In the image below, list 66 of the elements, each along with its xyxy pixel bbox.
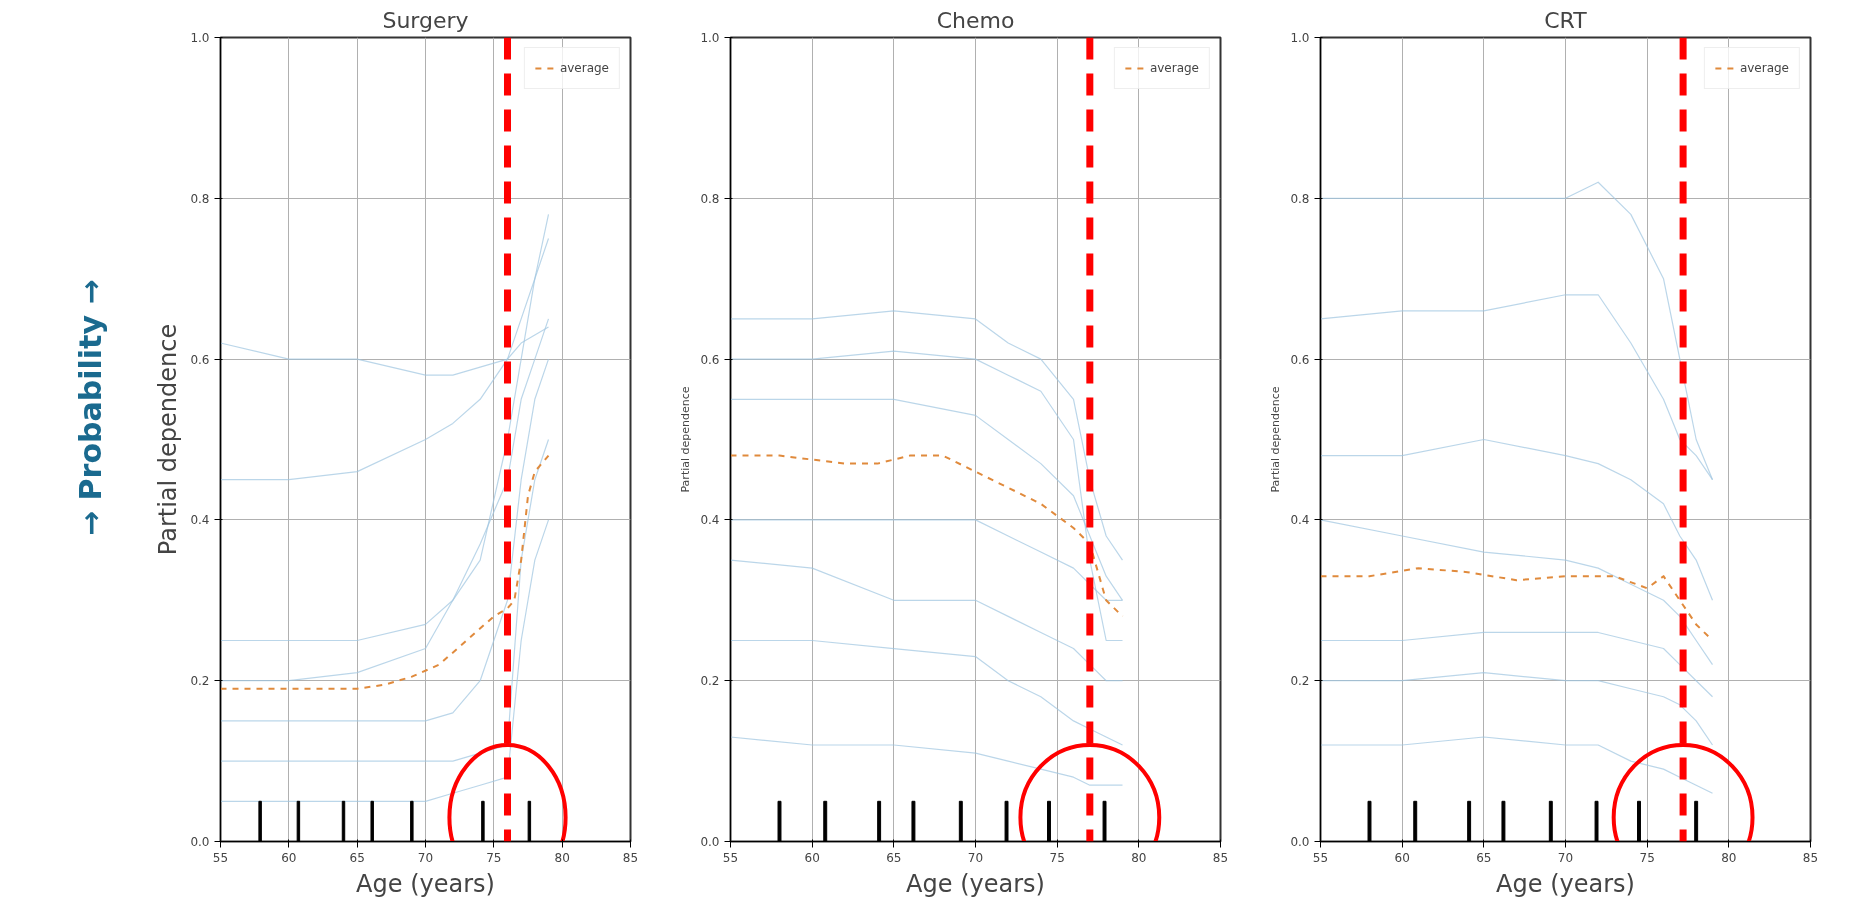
chart-title: CRT (1544, 7, 1588, 33)
y-axis-title: Partial dependence (679, 386, 693, 493)
y-tick-label: 1.0 (1290, 31, 1310, 45)
x-tick-label: 85 (622, 850, 639, 865)
y-tick-label: 1.0 (700, 31, 720, 45)
y-tick-label: 0.6 (190, 352, 210, 367)
line-series (730, 350, 1124, 642)
line-series (220, 519, 550, 802)
line-series (730, 310, 1124, 561)
chart-title: Surgery (382, 7, 469, 33)
x-tick-label: 75 (1639, 850, 1655, 865)
y-tick-label: 0.2 (1290, 674, 1310, 689)
x-tick-label: 55 (722, 850, 739, 865)
x-tick-label: 70 (417, 850, 434, 865)
x-tick-label: 65 (886, 850, 902, 865)
y-tick-label: 0.2 (190, 674, 210, 689)
line-series (1320, 631, 1714, 698)
line-series (730, 639, 1124, 746)
x-tick-label: 55 (1312, 850, 1329, 865)
y-tick-label: 0.8 (1290, 191, 1310, 206)
y-tick-label: 0.2 (700, 674, 720, 689)
x-tick-label: 70 (967, 850, 984, 865)
y-tick-label: 0.0 (700, 835, 720, 849)
line-series (220, 358, 550, 722)
line-series (1320, 438, 1714, 601)
y-tick-label: 0.8 (190, 191, 210, 206)
x-tick-label: 75 (1049, 850, 1065, 865)
x-tick-label: 85 (1212, 850, 1229, 865)
chart-title: Chemo (936, 7, 1015, 33)
y-tick-label: 0.6 (700, 352, 720, 367)
line-series (1320, 672, 1714, 746)
x-tick-label: 80 (1131, 850, 1147, 865)
line-series (730, 559, 1124, 682)
y-tick-label: 0.4 (190, 513, 210, 528)
line-series (220, 438, 550, 762)
x-axis-title: Age (years) (906, 869, 1045, 898)
line-series (220, 454, 550, 690)
y-axis-title: Partial dependence (1269, 386, 1283, 493)
x-axis-title: Age (years) (1496, 869, 1635, 898)
x-tick-label: 70 (1557, 850, 1574, 865)
legend-label: average (1739, 61, 1789, 75)
y-axis-title: Partial dependence (154, 323, 183, 556)
y-tick-label: 0.0 (1290, 835, 1310, 849)
x-tick-label: 60 (1394, 850, 1410, 865)
y-tick-label: 0.6 (1290, 352, 1310, 367)
legend-label: average (559, 61, 609, 75)
x-tick-label: 55 (212, 850, 229, 865)
x-tick-label: 65 (1476, 850, 1492, 865)
text: → Probability → (73, 279, 108, 536)
x-tick-label: 85 (1802, 850, 1819, 865)
line-series (730, 736, 1124, 786)
y-tick-label: 1.0 (190, 31, 210, 45)
legend-label: average (1149, 61, 1199, 75)
line-series (1320, 736, 1714, 794)
y-tick-label: 0.4 (700, 513, 720, 528)
x-tick-label: 80 (1721, 850, 1737, 865)
x-tick-label: 80 (554, 850, 570, 865)
x-tick-label: 65 (349, 850, 365, 865)
x-axis-title: Age (years) (356, 869, 495, 898)
x-tick-label: 60 (281, 850, 297, 865)
x-tick-label: 75 (486, 850, 502, 865)
y-tick-label: 0.0 (190, 835, 210, 849)
y-tick-label: 0.4 (1290, 513, 1310, 528)
y-tick-label: 0.8 (700, 191, 720, 206)
line-series (1320, 519, 1714, 666)
x-tick-label: 60 (804, 850, 820, 865)
